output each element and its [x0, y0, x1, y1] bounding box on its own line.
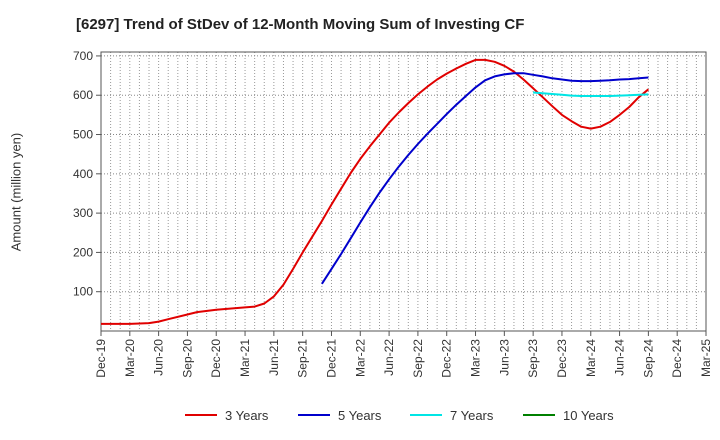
y-tick-label: 400	[73, 167, 93, 181]
y-tick-label: 100	[73, 285, 93, 299]
x-tick-label: Jun-22	[382, 339, 396, 376]
chart-title: [6297] Trend of StDev of 12-Month Moving…	[76, 16, 525, 33]
x-tick-label: Sep-20	[180, 339, 194, 378]
y-tick-label: 300	[73, 206, 93, 220]
y-tick-label: 200	[73, 245, 93, 259]
x-tick-label: Jun-24	[613, 339, 627, 376]
x-tick-label: Mar-20	[123, 339, 137, 377]
x-tick-label: Jun-23	[497, 339, 511, 376]
x-tick-label: Sep-23	[526, 339, 540, 378]
x-tick-label: Mar-25	[699, 339, 713, 377]
x-tick-label: Sep-24	[641, 339, 655, 378]
x-tick-label: Jun-20	[152, 339, 166, 376]
x-tick-label: Dec-24	[670, 339, 684, 378]
x-tick-label: Sep-22	[411, 339, 425, 378]
plot-frame	[100, 51, 707, 332]
x-tick-label: Dec-22	[440, 339, 454, 378]
legend-label: 5 Years	[338, 408, 382, 423]
x-tick-label: Mar-23	[469, 339, 483, 377]
x-tick-label: Mar-21	[238, 339, 252, 377]
x-tick-label: Mar-22	[353, 339, 367, 377]
y-tick-label: 500	[73, 128, 93, 142]
x-tick-label: Dec-19	[94, 339, 108, 378]
series-line-3-years	[101, 58, 650, 325]
x-tick-label: Jun-21	[267, 339, 281, 376]
x-tick-label: Mar-24	[584, 339, 598, 377]
x-tick-label: Dec-23	[555, 339, 569, 378]
y-tick-label: 700	[73, 49, 93, 63]
x-tick-label: Dec-21	[324, 339, 338, 378]
legend-label: 7 Years	[450, 408, 494, 423]
series-line-5-years	[321, 72, 649, 285]
series-line-7-years	[533, 91, 649, 97]
x-tick-label: Dec-20	[209, 339, 223, 378]
legend-label: 10 Years	[563, 408, 614, 423]
legend-label: 3 Years	[225, 408, 269, 423]
y-tick-label: 600	[73, 88, 93, 102]
x-tick-label: Sep-21	[296, 339, 310, 378]
